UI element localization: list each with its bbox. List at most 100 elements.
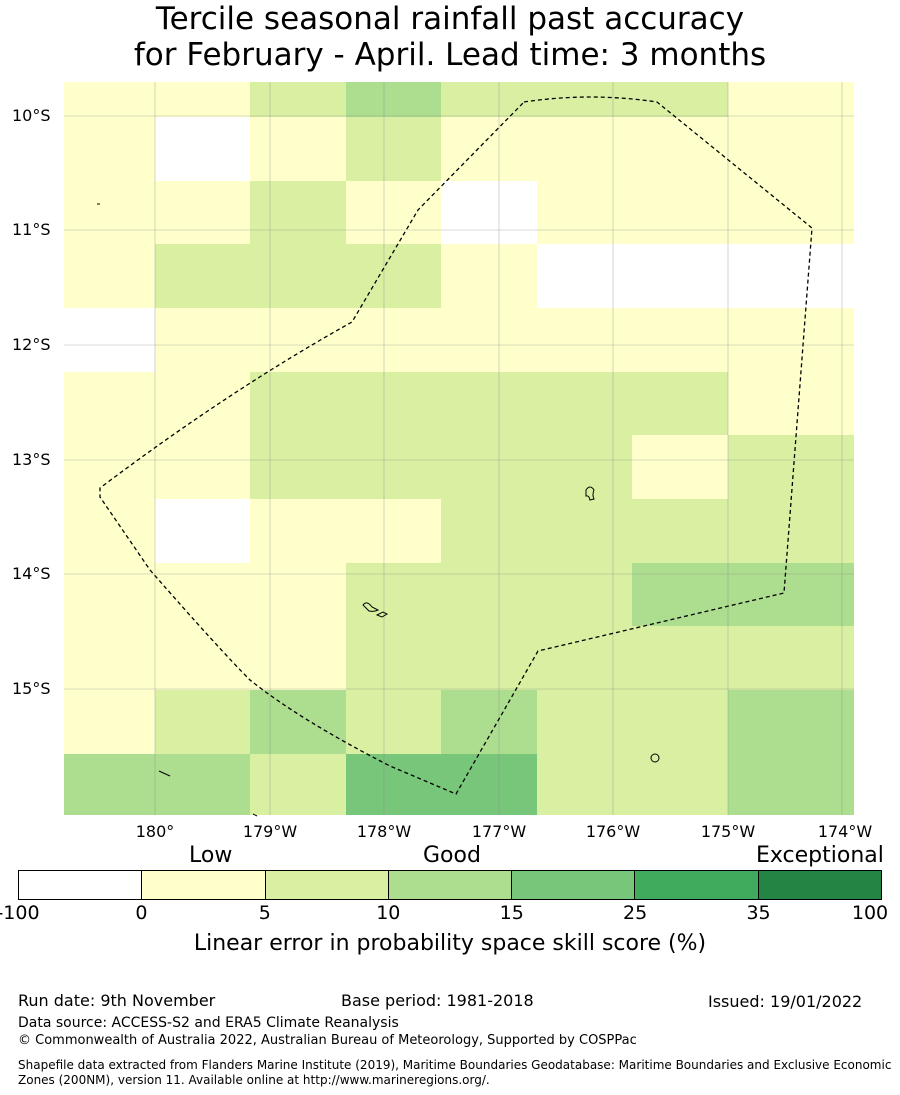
grid-cell — [728, 181, 823, 244]
grid-cell — [155, 690, 250, 754]
grid-cell — [346, 690, 441, 754]
grid-cell — [155, 372, 250, 435]
run-date: Run date: 9th November — [18, 991, 216, 1010]
grid-cell — [64, 181, 155, 244]
grid-cell — [537, 499, 632, 563]
grid-cell — [823, 308, 854, 372]
grid-cell — [155, 117, 250, 181]
island-outline — [252, 813, 258, 817]
grid-cell — [632, 244, 728, 308]
colorbar-segment — [758, 871, 881, 899]
grid-cell — [823, 82, 854, 117]
grid-cell — [441, 308, 537, 372]
grid-cell — [250, 499, 346, 563]
grid-cell — [632, 754, 728, 815]
grid-cell — [728, 754, 823, 815]
category-exceptional-label: Exceptional — [756, 843, 884, 868]
grid-cell — [632, 117, 728, 181]
grid-cell — [441, 754, 537, 815]
grid-cell — [346, 82, 441, 117]
grid-cell — [823, 690, 854, 754]
island-outline — [158, 770, 171, 777]
colorbar-segment — [265, 871, 389, 899]
copyright: © Commonwealth of Australia 2022, Austra… — [18, 1033, 637, 1048]
colorbar-segment — [19, 871, 143, 899]
longitude-label: 174°W — [817, 822, 873, 841]
grid-cell — [537, 308, 632, 372]
grid-cell — [346, 435, 441, 499]
grid-cell — [537, 117, 632, 181]
eez-boundary — [99, 96, 813, 795]
longitude-label: 175°W — [700, 822, 756, 841]
grid-cell — [823, 244, 854, 308]
longitude-label: 177°W — [471, 822, 527, 841]
longitude-label: 178°W — [356, 822, 412, 841]
category-low-label: Low — [189, 843, 233, 868]
colorbar-segment — [388, 871, 513, 899]
colorbar-tick-label: 35 — [746, 902, 771, 924]
grid-cell — [64, 435, 155, 499]
colorbar-tick-label: 5 — [258, 902, 271, 924]
grid-cell — [64, 563, 155, 626]
island-outline — [362, 602, 389, 618]
grid-cell — [155, 82, 250, 117]
grid-cell — [250, 435, 346, 499]
grid-cell — [441, 117, 537, 181]
grid-cell — [155, 499, 250, 563]
grid-cell — [346, 117, 441, 181]
latitude-label: 15°S — [12, 679, 51, 698]
colorbar-tick-label: 15 — [499, 902, 524, 924]
grid-cell — [728, 435, 823, 499]
base-period: Base period: 1981-2018 — [341, 991, 534, 1010]
grid-cell — [537, 563, 632, 626]
grid-cell — [537, 626, 632, 690]
grid-cell — [823, 435, 854, 499]
grid-cell — [64, 117, 155, 181]
category-good-label: Good — [423, 843, 481, 868]
grid-cell — [728, 82, 823, 117]
grid-cell — [346, 372, 441, 435]
grid-cell — [441, 435, 537, 499]
grid-cell — [441, 82, 537, 117]
grid-cell — [250, 181, 346, 244]
grid-cell — [823, 626, 854, 690]
grid-cell — [155, 754, 250, 815]
grid-cell — [155, 181, 250, 244]
grid-cell — [537, 754, 632, 815]
grid-cell — [632, 499, 728, 563]
shapefile-credit-line-1: Shapefile data extracted from Flanders M… — [18, 1058, 892, 1072]
grid-cell — [537, 435, 632, 499]
grid-cell — [823, 181, 854, 244]
grid-cell — [632, 82, 728, 117]
grid-cell — [64, 372, 155, 435]
grid-cell — [441, 244, 537, 308]
longitude-label: 180° — [135, 822, 175, 841]
grid-cell — [632, 563, 728, 626]
island-outline — [585, 486, 595, 501]
grid-cell — [537, 244, 632, 308]
grid-cell — [346, 563, 441, 626]
grid-cell — [250, 754, 346, 815]
grid-cell — [155, 308, 250, 372]
grid-cell — [823, 117, 854, 181]
map-title-line-2: for February - April. Lead time: 3 month… — [133, 37, 767, 73]
grid-cell — [250, 372, 346, 435]
grid-cell — [346, 181, 441, 244]
grid-cell — [537, 690, 632, 754]
grid-cell — [346, 626, 441, 690]
grid-cell — [823, 372, 854, 435]
grid-cell — [155, 563, 250, 626]
grid-cell — [537, 372, 632, 435]
grid-cell — [728, 372, 823, 435]
grid-cell — [250, 244, 346, 308]
grid-cell — [823, 754, 854, 815]
grid-cell — [64, 308, 155, 372]
longitude-label: 179°W — [242, 822, 298, 841]
grid-cell — [346, 308, 441, 372]
skill-grid — [64, 82, 854, 815]
issued-date: Issued: 19/01/2022 — [708, 992, 863, 1011]
grid-cell — [728, 499, 823, 563]
colorbar-tick-label: 25 — [623, 902, 648, 924]
grid-cell — [441, 626, 537, 690]
grid-cell — [64, 499, 155, 563]
